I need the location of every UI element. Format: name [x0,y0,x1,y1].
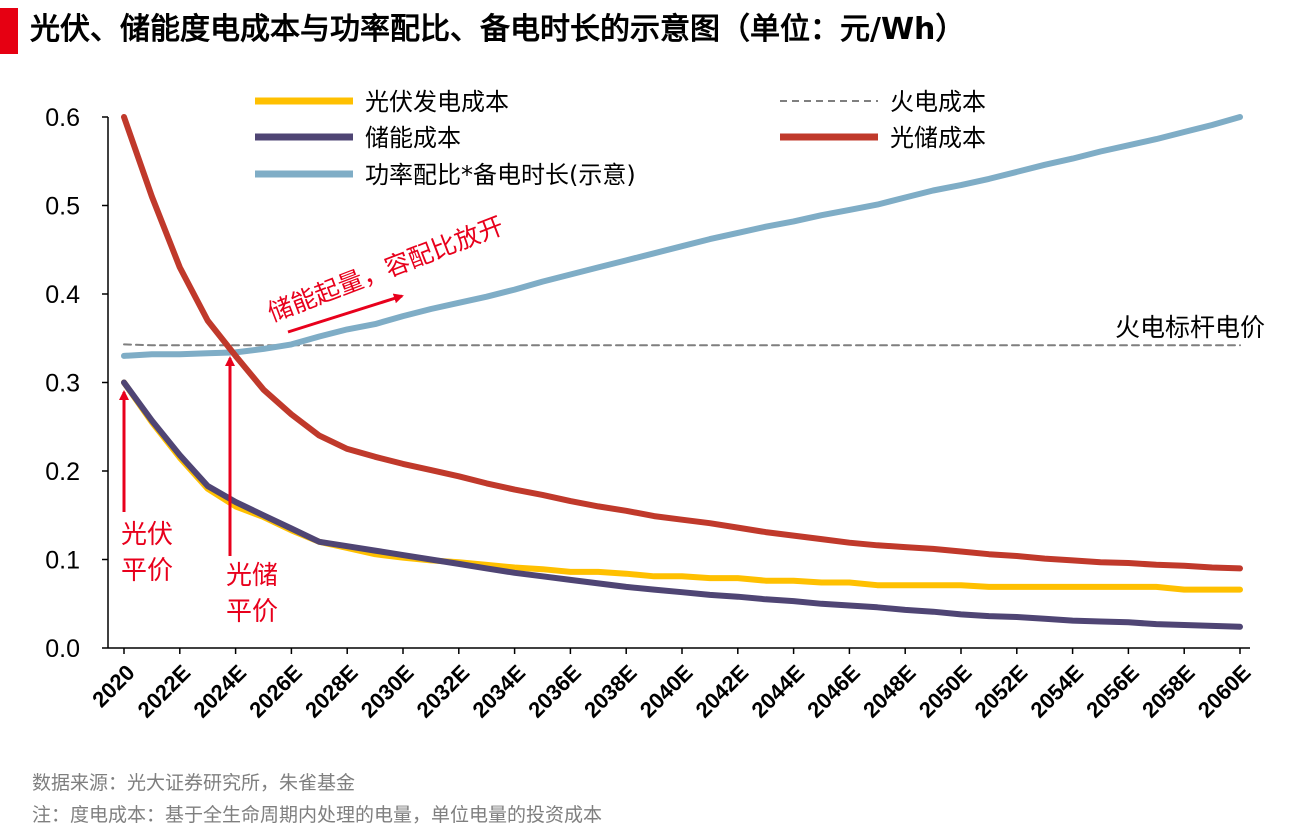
footnote: 注：度电成本：基于全生命周期内处理的电量，单位电量的投资成本 [32,804,603,826]
storage-rise-annotation: 储能起量，容配比放开 [264,211,508,328]
solar-parity-label-line1: 光伏 [121,520,173,550]
title-accent-bar [0,8,18,54]
x-tick-label: 2044E [746,660,809,723]
x-tick-label: 2034E [467,660,530,723]
x-tick-label: 2038E [579,660,642,723]
thermal-benchmark-label: 火电标杆电价 [1115,313,1265,342]
y-tick-label: 0.1 [45,547,80,575]
storage-rise-arrow [287,293,404,334]
legend-label-ratio: 功率配比*备电时长(示意) [365,161,636,189]
x-tick-label: 2020 [87,660,139,712]
page-title: 光伏、储能度电成本与功率配比、备电时长的示意图（单位：元/Wh） [30,12,966,47]
legend-label-solar: 光伏发电成本 [365,88,509,116]
x-tick-label: 2024E [188,660,251,723]
x-tick-label: 2052E [970,660,1033,723]
y-tick-label: 0.4 [45,281,80,309]
header: 光伏、储能度电成本与功率配比、备电时长的示意图（单位：元/Wh） [0,0,1311,62]
legend-label-thermal: 火电成本 [890,88,986,116]
legend-label-storage: 储能成本 [365,124,461,152]
x-tick-label: 2046E [802,660,865,723]
x-tick-label: 2030E [356,660,419,723]
line-chart: 0.0 0.1 0.2 0.3 0.4 0.5 0.6 20202022E2024E2026E… [45,88,1265,723]
series-line-storage [121,379,1243,630]
x-tick-label: 2054E [1025,660,1088,723]
y-tick-label: 0.2 [45,458,80,486]
source-note: 数据来源：光大证券研究所，朱雀基金 [32,772,356,794]
x-tick-label: 2028E [300,660,363,723]
x-tick-label: 2036E [523,660,586,723]
y-tick-label: 0.5 [45,193,80,221]
x-tick-label: 2050E [914,660,977,723]
legend-label-solar_storage: 光储成本 [890,124,986,152]
series-line-solar_storage [121,114,1243,572]
solar-parity-label-line2: 平价 [121,556,173,586]
x-tick-label: 2032E [412,660,475,723]
x-tick-label: 2026E [244,660,307,723]
x-tick-label: 2060E [1193,660,1256,723]
x-tick-label: 2040E [635,660,698,723]
series-line-thermal [123,343,1241,347]
x-tick-label: 2048E [858,660,921,723]
solar-storage-parity-label-line2: 平价 [226,597,278,627]
series-line-ratio [121,114,1243,359]
x-tick-label: 2056E [1081,660,1144,723]
y-tick-label: 0.6 [45,104,80,132]
x-tick-label: 2022E [133,660,196,723]
x-tick-label: 2042E [691,660,754,723]
x-tick-label: 2058E [1137,660,1200,723]
solar-storage-parity-label-line1: 光储 [226,561,278,591]
y-tick-label: 0.3 [45,370,80,398]
y-tick-label: 0.0 [45,635,80,663]
